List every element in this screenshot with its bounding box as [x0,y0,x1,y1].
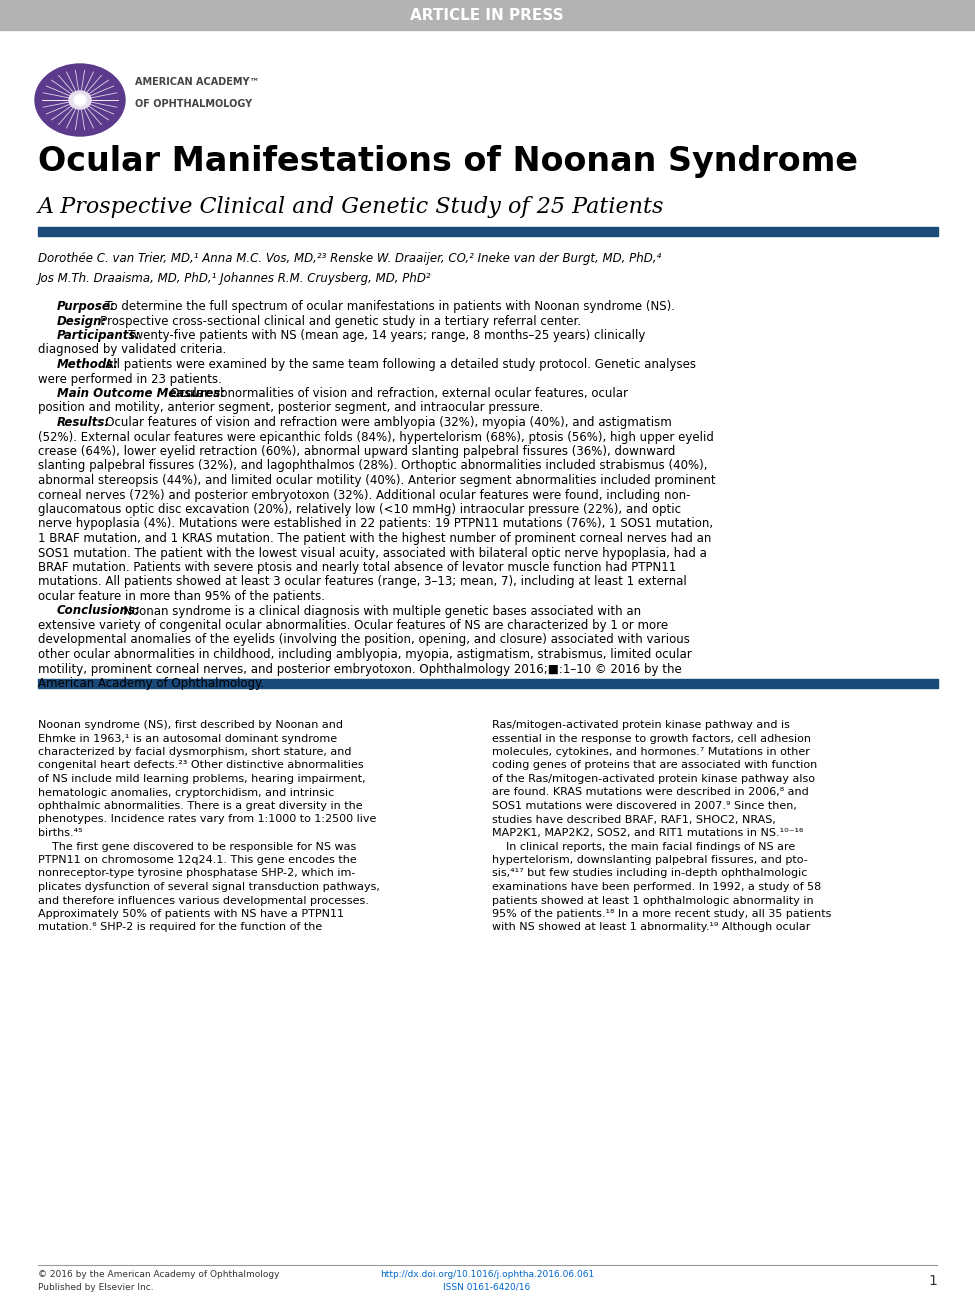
Text: OF OPHTHALMOLOGY: OF OPHTHALMOLOGY [135,99,253,110]
Text: Results:: Results: [57,416,110,429]
Text: 1 BRAF mutation, and 1 KRAS mutation. The patient with the highest number of pro: 1 BRAF mutation, and 1 KRAS mutation. Th… [38,532,712,545]
Text: coding genes of proteins that are associated with function: coding genes of proteins that are associ… [492,761,817,770]
Text: 1: 1 [928,1274,937,1288]
Ellipse shape [69,91,91,110]
Bar [38,679,938,688]
Text: of NS include mild learning problems, hearing impairment,: of NS include mild learning problems, he… [38,774,366,784]
Text: ARTICLE IN PRESS: ARTICLE IN PRESS [410,8,564,22]
Text: The first gene discovered to be responsible for NS was: The first gene discovered to be responsi… [38,842,356,851]
Text: ophthalmic abnormalities. There is a great diversity in the: ophthalmic abnormalities. There is a gre… [38,801,363,810]
Text: MAP2K1, MAP2K2, SOS2, and RIT1 mutations in NS.¹⁰⁻¹⁶: MAP2K1, MAP2K2, SOS2, and RIT1 mutations… [492,827,803,838]
Text: Conclusions:: Conclusions: [57,604,140,617]
Text: of the Ras/mitogen-activated protein kinase pathway also: of the Ras/mitogen-activated protein kin… [492,774,815,784]
Text: http://dx.doi.org/10.1016/j.ophtha.2016.06.061
ISSN 0161-6420/16: http://dx.doi.org/10.1016/j.ophtha.2016.… [380,1270,594,1292]
Text: position and motility, anterior segment, posterior segment, and intraocular pres: position and motility, anterior segment,… [38,402,543,415]
Text: congenital heart defects.²³ Other distinctive abnormalities: congenital heart defects.²³ Other distin… [38,761,364,770]
Text: examinations have been performed. In 1992, a study of 58: examinations have been performed. In 199… [492,882,821,893]
Text: are found. KRAS mutations were described in 2006,⁸ and: are found. KRAS mutations were described… [492,787,808,797]
Text: extensive variety of congenital ocular abnormalities. Ocular features of NS are : extensive variety of congenital ocular a… [38,619,668,632]
Text: In clinical reports, the main facial findings of NS are: In clinical reports, the main facial fin… [492,842,796,851]
Text: nerve hypoplasia (4%). Mutations were established in 22 patients: 19 PTPN11 muta: nerve hypoplasia (4%). Mutations were es… [38,518,713,531]
Text: Prospective cross-sectional clinical and genetic study in a tertiary referral ce: Prospective cross-sectional clinical and… [89,315,581,328]
Text: Ocular Manifestations of Noonan Syndrome: Ocular Manifestations of Noonan Syndrome [38,145,858,179]
Text: abnormal stereopsis (44%), and limited ocular motility (40%). Anterior segment a: abnormal stereopsis (44%), and limited o… [38,474,716,487]
Text: nonreceptor-type tyrosine phosphatase SHP-2, which im-: nonreceptor-type tyrosine phosphatase SH… [38,869,355,878]
Text: hematologic anomalies, cryptorchidism, and intrinsic: hematologic anomalies, cryptorchidism, a… [38,787,334,797]
Text: plicates dysfunction of several signal transduction pathways,: plicates dysfunction of several signal t… [38,882,380,893]
Text: Twenty-five patients with NS (mean age, 14 years; range, 8 months–25 years) clin: Twenty-five patients with NS (mean age, … [117,329,645,342]
Text: PTPN11 on chromosome 12q24.1. This gene encodes the: PTPN11 on chromosome 12q24.1. This gene … [38,855,357,865]
Text: Ocular features of vision and refraction were amblyopia (32%), myopia (40%), and: Ocular features of vision and refraction… [94,416,672,429]
Text: were performed in 23 patients.: were performed in 23 patients. [38,372,222,385]
Text: with NS showed at least 1 abnormality.¹⁹ Although ocular: with NS showed at least 1 abnormality.¹⁹… [492,923,810,933]
Text: To determine the full spectrum of ocular manifestations in patients with Noonan : To determine the full spectrum of ocular… [94,300,675,313]
Text: Noonan syndrome (NS), first described by Noonan and: Noonan syndrome (NS), first described by… [38,720,343,729]
Text: hypertelorism, downslanting palpebral fissures, and pto-: hypertelorism, downslanting palpebral fi… [492,855,807,865]
Text: mutations. All patients showed at least 3 ocular features (range, 3–13; mean, 7): mutations. All patients showed at least … [38,576,686,589]
Text: 95% of the patients.¹⁸ In a more recent study, all 35 patients: 95% of the patients.¹⁸ In a more recent … [492,910,832,919]
Text: AMERICAN ACADEMY™: AMERICAN ACADEMY™ [135,77,259,87]
Ellipse shape [74,95,86,104]
Text: mutation.⁶ SHP-2 is required for the function of the: mutation.⁶ SHP-2 is required for the fun… [38,923,323,933]
Text: Ocular abnormalities of vision and refraction, external ocular features, ocular: Ocular abnormalities of vision and refra… [159,388,628,401]
Text: Ras/mitogen-activated protein kinase pathway and is: Ras/mitogen-activated protein kinase pat… [492,720,790,729]
Text: studies have described BRAF, RAF1, SHOC2, NRAS,: studies have described BRAF, RAF1, SHOC2… [492,814,776,825]
Text: sis,⁴¹⁷ but few studies including in-depth ophthalmologic: sis,⁴¹⁷ but few studies including in-dep… [492,869,807,878]
Text: patients showed at least 1 ophthalmologic abnormality in: patients showed at least 1 ophthalmologi… [492,895,813,906]
Text: diagnosed by validated criteria.: diagnosed by validated criteria. [38,343,226,356]
Text: Jos M.Th. Draaisma, MD, PhD,¹ Johannes R.M. Cruysberg, MD, PhD²: Jos M.Th. Draaisma, MD, PhD,¹ Johannes R… [38,271,432,284]
Text: glaucomatous optic disc excavation (20%), relatively low (<10 mmHg) intraocular : glaucomatous optic disc excavation (20%)… [38,502,681,515]
Text: Noonan syndrome is a clinical diagnosis with multiple genetic bases associated w: Noonan syndrome is a clinical diagnosis … [112,604,642,617]
Bar [38,227,938,236]
Text: Participants:: Participants: [57,329,140,342]
Text: SOS1 mutation. The patient with the lowest visual acuity, associated with bilate: SOS1 mutation. The patient with the lowe… [38,547,707,560]
Text: developmental anomalies of the eyelids (involving the position, opening, and clo: developmental anomalies of the eyelids (… [38,633,690,646]
Text: phenotypes. Incidence rates vary from 1:1000 to 1:2500 live: phenotypes. Incidence rates vary from 1:… [38,814,376,825]
Ellipse shape [35,64,125,136]
Text: essential in the response to growth factors, cell adhesion: essential in the response to growth fact… [492,733,811,744]
Text: Design:: Design: [57,315,107,328]
Text: characterized by facial dysmorphism, short stature, and: characterized by facial dysmorphism, sho… [38,746,352,757]
Text: crease (64%), lower eyelid retraction (60%), abnormal upward slanting palpebral : crease (64%), lower eyelid retraction (6… [38,445,676,458]
Text: Ehmke in 1963,¹ is an autosomal dominant syndrome: Ehmke in 1963,¹ is an autosomal dominant… [38,733,337,744]
Text: molecules, cytokines, and hormones.⁷ Mutations in other: molecules, cytokines, and hormones.⁷ Mut… [492,746,810,757]
Bar [0,0,975,30]
Text: American Academy of Ophthalmology.: American Academy of Ophthalmology. [38,677,264,690]
Text: births.⁴⁵: births.⁴⁵ [38,827,83,838]
Text: Methods:: Methods: [57,358,119,371]
Text: other ocular abnormalities in childhood, including amblyopia, myopia, astigmatis: other ocular abnormalities in childhood,… [38,649,691,662]
Text: Approximately 50% of patients with NS have a PTPN11: Approximately 50% of patients with NS ha… [38,910,344,919]
Text: and therefore influences various developmental processes.: and therefore influences various develop… [38,895,369,906]
Text: All patients were examined by the same team following a detailed study protocol.: All patients were examined by the same t… [94,358,696,371]
Text: Purpose:: Purpose: [57,300,115,313]
Text: corneal nerves (72%) and posterior embryotoxon (32%). Additional ocular features: corneal nerves (72%) and posterior embry… [38,488,690,501]
Text: SOS1 mutations were discovered in 2007.⁹ Since then,: SOS1 mutations were discovered in 2007.⁹… [492,801,797,810]
Text: slanting palpebral fissures (32%), and lagophthalmos (28%). Orthoptic abnormalit: slanting palpebral fissures (32%), and l… [38,459,708,472]
Text: Dorothée C. van Trier, MD,¹ Anna M.C. Vos, MD,²³ Renske W. Draaijer, CO,² Ineke : Dorothée C. van Trier, MD,¹ Anna M.C. Vo… [38,252,661,265]
Text: © 2016 by the American Academy of Ophthalmology
Published by Elsevier Inc.: © 2016 by the American Academy of Ophtha… [38,1270,280,1292]
Text: BRAF mutation. Patients with severe ptosis and nearly total absence of levator m: BRAF mutation. Patients with severe ptos… [38,561,677,574]
Text: motility, prominent corneal nerves, and posterior embryotoxon. Ophthalmology 201: motility, prominent corneal nerves, and … [38,663,682,676]
Text: (52%). External ocular features were epicanthic folds (84%), hypertelorism (68%): (52%). External ocular features were epi… [38,431,714,444]
Text: Main Outcome Measures:: Main Outcome Measures: [57,388,224,401]
Text: A Prospective Clinical and Genetic Study of 25 Patients: A Prospective Clinical and Genetic Study… [38,196,664,218]
Text: ocular feature in more than 95% of the patients.: ocular feature in more than 95% of the p… [38,590,325,603]
